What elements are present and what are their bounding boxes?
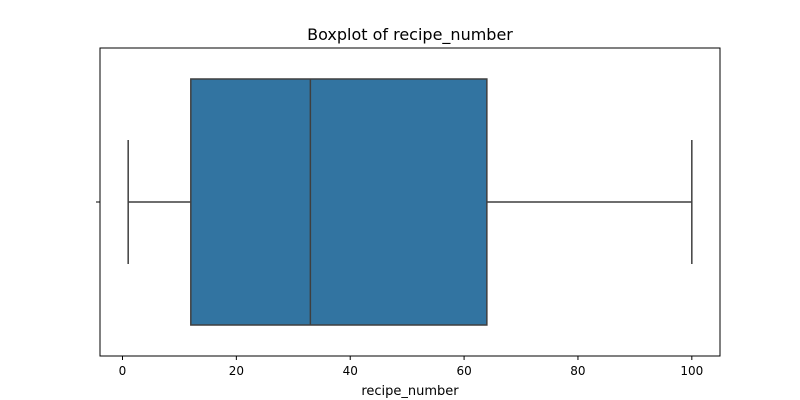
boxplot-series xyxy=(127,78,693,326)
iqr-box xyxy=(190,78,488,326)
x-tick-label: 80 xyxy=(570,364,585,378)
chart-title: Boxplot of recipe_number xyxy=(307,25,513,45)
x-axis-label: recipe_number xyxy=(361,384,459,399)
x-tick-label: 60 xyxy=(456,364,471,378)
x-tick-label: 40 xyxy=(343,364,358,378)
x-tick-label: 0 xyxy=(119,364,127,378)
x-tick-label: 100 xyxy=(680,364,703,378)
x-tick-label: 20 xyxy=(229,364,244,378)
x-axis-ticks: 0 20 40 60 80 100 xyxy=(119,356,703,378)
